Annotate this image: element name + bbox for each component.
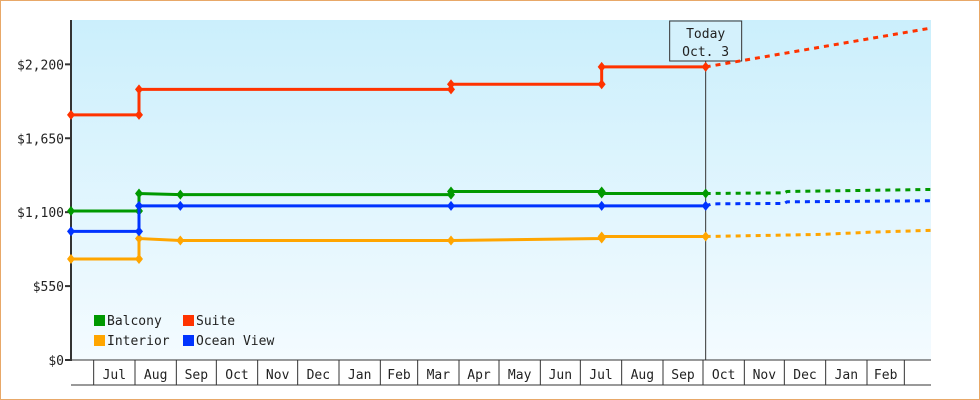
forecast-line-suite bbox=[705, 26, 932, 69]
y-tick-label: $1,100 bbox=[17, 206, 64, 221]
x-tick-label: Mar bbox=[427, 368, 451, 383]
today-label-box bbox=[669, 20, 743, 62]
legend-swatch-ocean-view bbox=[183, 335, 194, 346]
data-point-interior bbox=[597, 231, 606, 242]
data-point-interior bbox=[135, 253, 143, 264]
y-tick-label: $2,200 bbox=[17, 58, 64, 73]
data-point-suite bbox=[701, 61, 710, 72]
data-point-interior bbox=[135, 233, 143, 244]
data-point-suite bbox=[447, 79, 455, 90]
forecast-line-balcony bbox=[705, 187, 932, 195]
data-point-ocean-view bbox=[67, 226, 75, 237]
legend-swatch-interior bbox=[94, 335, 105, 346]
x-tick-label: Feb bbox=[874, 368, 898, 383]
data-point-balcony bbox=[135, 188, 143, 199]
x-tick-label: Jan bbox=[348, 368, 371, 383]
data-point-interior bbox=[67, 253, 75, 264]
legend-label-ocean-view: Ocean View bbox=[196, 334, 274, 349]
data-point-balcony bbox=[67, 205, 75, 216]
data-point-ocean-view bbox=[447, 200, 455, 211]
y-tick-label: $550 bbox=[33, 280, 64, 295]
x-tick-label: Nov bbox=[266, 368, 290, 383]
data-point-suite bbox=[135, 84, 143, 95]
data-point-ocean-view bbox=[176, 200, 185, 211]
today-label: Today bbox=[686, 27, 725, 42]
legend-label-suite: Suite bbox=[196, 314, 235, 329]
data-point-ocean-view bbox=[135, 200, 143, 211]
data-point-ocean-view bbox=[597, 200, 606, 211]
legend-swatch-suite bbox=[183, 315, 194, 326]
x-tick-label: Jun bbox=[549, 368, 572, 383]
x-tick-label: Nov bbox=[753, 368, 777, 383]
data-point-interior bbox=[176, 235, 185, 246]
y-tick-label: $1,650 bbox=[17, 132, 64, 147]
data-point-suite bbox=[67, 109, 75, 120]
x-tick-label: Jul bbox=[589, 368, 612, 383]
x-tick-label: May bbox=[508, 368, 532, 383]
data-point-suite bbox=[597, 61, 606, 72]
x-tick-label: Feb bbox=[387, 368, 411, 383]
x-tick-label: Apr bbox=[467, 368, 491, 383]
data-point-balcony bbox=[701, 188, 710, 199]
x-tick-label: Aug bbox=[144, 368, 167, 383]
data-point-suite bbox=[447, 84, 455, 95]
data-point-ocean-view bbox=[701, 200, 710, 211]
today-date-label: Oct. 3 bbox=[682, 45, 729, 60]
data-point-interior bbox=[447, 235, 455, 246]
x-tick-label: Sep bbox=[185, 368, 209, 383]
x-tick-label: Dec bbox=[793, 368, 816, 383]
x-tick-label: Oct bbox=[712, 368, 735, 383]
legend-label-balcony: Balcony bbox=[107, 314, 162, 329]
x-tick-label: Oct bbox=[225, 368, 248, 383]
data-point-suite bbox=[135, 109, 143, 120]
x-tick-label: Dec bbox=[307, 368, 330, 383]
data-point-balcony bbox=[176, 189, 185, 200]
data-point-balcony bbox=[447, 186, 455, 197]
data-point-interior bbox=[701, 231, 710, 242]
x-tick-label: Jul bbox=[103, 368, 126, 383]
forecast-line-ocean-view bbox=[705, 199, 932, 208]
data-point-ocean-view bbox=[135, 226, 143, 237]
legend-swatch-balcony bbox=[94, 315, 105, 326]
legend-label-interior: Interior bbox=[107, 334, 170, 349]
x-tick-label: Jan bbox=[835, 368, 858, 383]
data-point-suite bbox=[597, 79, 606, 90]
x-tick-label: Aug bbox=[631, 368, 654, 383]
forecast-line-interior bbox=[705, 228, 932, 238]
x-tick-label: Sep bbox=[671, 368, 695, 383]
data-point-balcony bbox=[597, 188, 606, 199]
y-tick-label: $0 bbox=[48, 354, 64, 369]
